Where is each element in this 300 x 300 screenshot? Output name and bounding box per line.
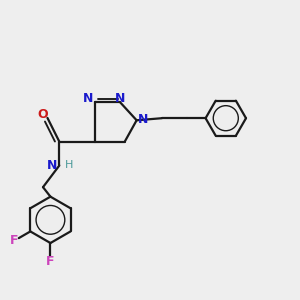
- Text: F: F: [46, 255, 55, 268]
- Text: H: H: [65, 160, 73, 170]
- Text: N: N: [138, 113, 148, 126]
- Text: N: N: [47, 159, 57, 172]
- Text: O: O: [38, 108, 48, 121]
- Text: F: F: [10, 234, 19, 247]
- Text: N: N: [83, 92, 94, 105]
- Text: N: N: [115, 92, 125, 105]
